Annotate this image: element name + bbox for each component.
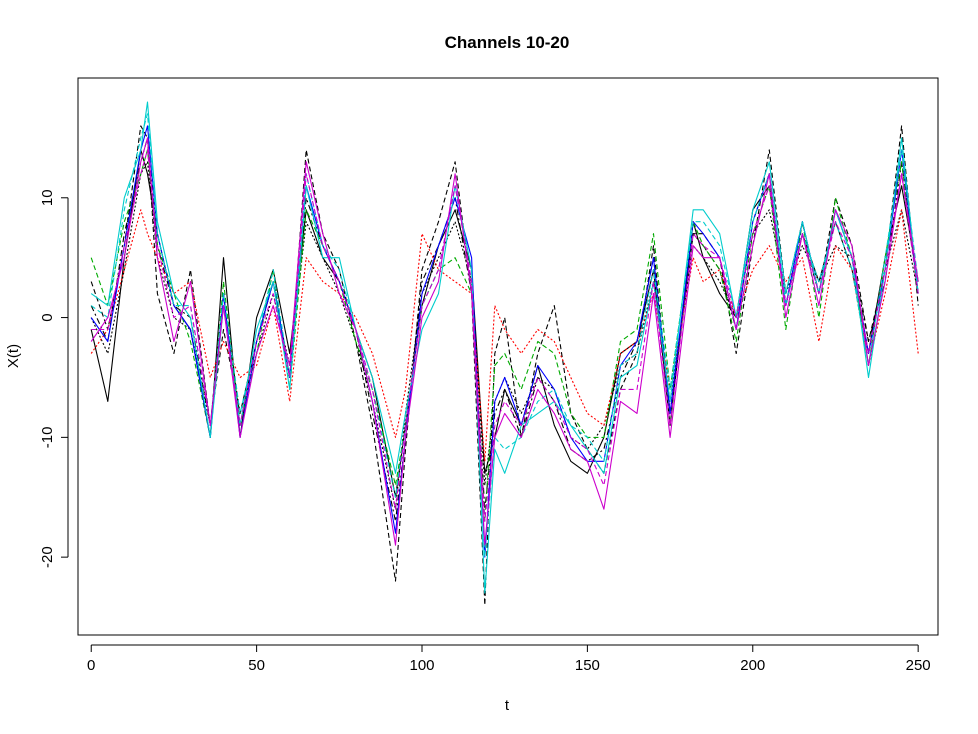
series-line-3 bbox=[90, 161, 919, 510]
series-line-1 bbox=[90, 149, 919, 498]
y-axis: -20 -10 0 10 bbox=[39, 189, 69, 568]
x-axis-label: t bbox=[505, 697, 510, 714]
x-tick-label: 0 bbox=[87, 657, 95, 674]
x-tick-label: 50 bbox=[248, 657, 265, 674]
series-line-2 bbox=[90, 125, 919, 606]
y-tick-label: -10 bbox=[39, 427, 56, 449]
y-axis-label: X(t) bbox=[5, 344, 22, 368]
x-tick-label: 100 bbox=[409, 657, 434, 674]
series-line-10 bbox=[90, 137, 919, 546]
series-line-7 bbox=[90, 125, 919, 558]
y-tick-label: 10 bbox=[39, 189, 56, 206]
series-line-8 bbox=[90, 101, 919, 594]
chart-title: Channels 10-20 bbox=[445, 33, 570, 52]
series-layer bbox=[90, 101, 919, 606]
series-line-6 bbox=[90, 149, 919, 522]
y-tick-label: 0 bbox=[39, 313, 56, 321]
x-tick-label: 200 bbox=[740, 657, 765, 674]
x-tick-label: 250 bbox=[906, 657, 931, 674]
plot-frame bbox=[77, 77, 939, 636]
series-line-11 bbox=[91, 149, 919, 522]
y-tick-label: -20 bbox=[39, 546, 56, 568]
x-tick-label: 150 bbox=[575, 657, 600, 674]
series-line-9 bbox=[90, 113, 919, 558]
series-line-5 bbox=[90, 209, 919, 462]
x-axis: 0 50 100 150 200 250 bbox=[87, 644, 931, 674]
